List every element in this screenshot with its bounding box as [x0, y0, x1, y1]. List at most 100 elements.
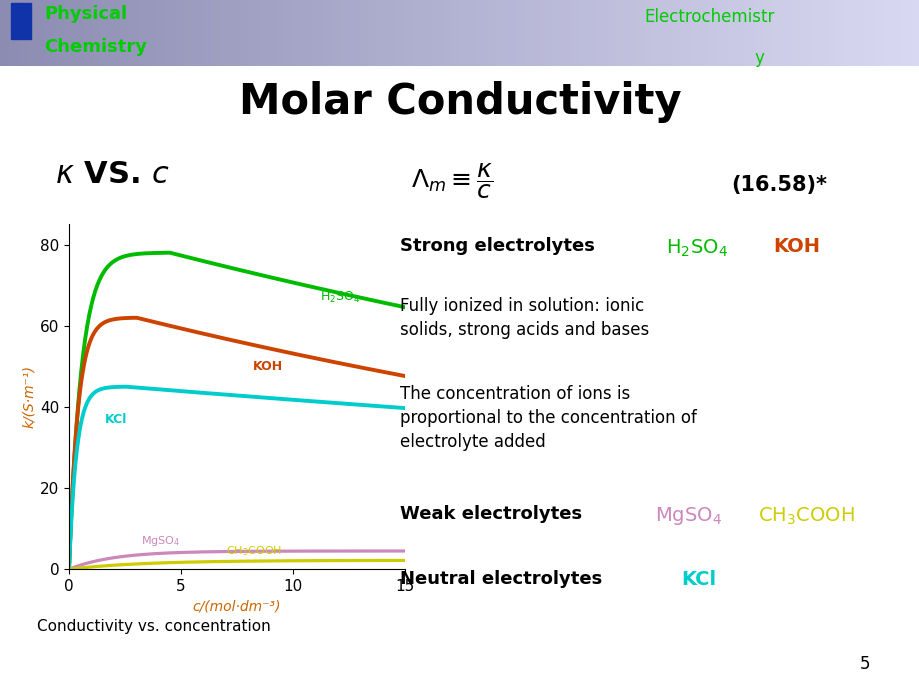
Text: $\Lambda_m \equiv \dfrac{\kappa}{c}$: $\Lambda_m \equiv \dfrac{\kappa}{c}$ — [410, 161, 493, 201]
Bar — [790, 0, 800, 66]
Bar — [377, 0, 387, 66]
Bar — [119, 0, 130, 66]
Y-axis label: k/(S·m⁻¹): k/(S·m⁻¹) — [22, 365, 36, 428]
Bar — [818, 0, 828, 66]
Bar — [551, 0, 562, 66]
Bar — [579, 0, 589, 66]
Bar — [404, 0, 414, 66]
Bar — [294, 0, 304, 66]
Bar — [138, 0, 148, 66]
X-axis label: c/(mol·dm⁻³): c/(mol·dm⁻³) — [192, 600, 281, 613]
Bar — [643, 0, 653, 66]
Bar — [221, 0, 231, 66]
Bar — [496, 0, 506, 66]
Text: KOH: KOH — [253, 360, 282, 373]
Bar — [64, 0, 74, 66]
Text: Neutral electrolytes: Neutral electrolytes — [400, 569, 602, 587]
Bar — [312, 0, 323, 66]
Bar — [386, 0, 396, 66]
Bar — [239, 0, 249, 66]
Bar — [910, 0, 919, 66]
Bar — [129, 0, 139, 66]
Bar — [202, 0, 212, 66]
Bar — [193, 0, 203, 66]
Bar — [671, 0, 681, 66]
Text: $\mathrm{CH_3COOH}$: $\mathrm{CH_3COOH}$ — [225, 544, 281, 558]
Bar — [331, 0, 341, 66]
Bar — [845, 0, 856, 66]
Bar — [588, 0, 598, 66]
Bar — [717, 0, 727, 66]
Bar — [92, 0, 102, 66]
Text: Electrochemistr: Electrochemistr — [643, 8, 774, 26]
Bar — [248, 0, 258, 66]
Text: $\mathrm{H_2SO_4}$: $\mathrm{H_2SO_4}$ — [665, 237, 727, 259]
Bar — [110, 0, 120, 66]
Bar — [735, 0, 745, 66]
Bar — [0, 0, 10, 66]
Bar — [11, 3, 31, 39]
Bar — [524, 0, 534, 66]
Bar — [689, 0, 699, 66]
Text: Weak electrolytes: Weak electrolytes — [400, 506, 582, 524]
Bar — [414, 0, 424, 66]
Text: y: y — [754, 49, 764, 67]
Bar — [515, 0, 525, 66]
Bar — [680, 0, 690, 66]
Text: $\mathit{\kappa}$ VS. $\mathit{c}$: $\mathit{\kappa}$ VS. $\mathit{c}$ — [55, 159, 170, 189]
Bar — [772, 0, 782, 66]
Bar — [542, 0, 552, 66]
Bar — [781, 0, 791, 66]
Bar — [83, 0, 93, 66]
Bar — [28, 0, 38, 66]
Bar — [303, 0, 313, 66]
Text: Fully ionized in solution: ionic
solids, strong acids and bases: Fully ionized in solution: ionic solids,… — [400, 297, 649, 339]
Bar — [267, 0, 277, 66]
Text: $\mathrm{CH_3COOH}$: $\mathrm{CH_3COOH}$ — [757, 506, 854, 526]
Text: Physical: Physical — [44, 6, 127, 23]
Bar — [358, 0, 369, 66]
Bar — [487, 0, 497, 66]
Bar — [754, 0, 764, 66]
Bar — [37, 0, 47, 66]
Text: The concentration of ions is
proportional to the concentration of
electrolyte ad: The concentration of ions is proportiona… — [400, 386, 697, 451]
Bar — [46, 0, 56, 66]
Bar — [478, 0, 488, 66]
Text: $\mathrm{MgSO_4}$: $\mathrm{MgSO_4}$ — [141, 534, 179, 548]
Bar — [18, 0, 28, 66]
Bar — [395, 0, 405, 66]
Bar — [156, 0, 166, 66]
Bar — [763, 0, 773, 66]
Bar — [276, 0, 286, 66]
Text: KCl: KCl — [105, 413, 127, 426]
Text: Chemistry: Chemistry — [44, 38, 147, 56]
Bar — [340, 0, 350, 66]
Bar — [625, 0, 635, 66]
Bar — [662, 0, 672, 66]
Bar — [460, 0, 470, 66]
Bar — [285, 0, 295, 66]
Bar — [744, 0, 754, 66]
Text: $\mathrm{MgSO_4}$: $\mathrm{MgSO_4}$ — [654, 506, 721, 527]
Bar — [349, 0, 359, 66]
Bar — [708, 0, 718, 66]
Bar — [230, 0, 240, 66]
Bar — [211, 0, 221, 66]
Bar — [873, 0, 883, 66]
Text: $\mathrm{H_2SO_4}$: $\mathrm{H_2SO_4}$ — [320, 290, 359, 306]
Bar — [561, 0, 571, 66]
Text: Strong electrolytes: Strong electrolytes — [400, 237, 595, 255]
Text: 5: 5 — [858, 655, 869, 673]
Bar — [616, 0, 626, 66]
Bar — [855, 0, 865, 66]
Bar — [597, 0, 607, 66]
Bar — [698, 0, 709, 66]
Bar — [423, 0, 433, 66]
Bar — [505, 0, 516, 66]
Bar — [469, 0, 479, 66]
Bar — [450, 0, 460, 66]
Bar — [726, 0, 736, 66]
Bar — [882, 0, 892, 66]
Bar — [184, 0, 194, 66]
Bar — [55, 0, 65, 66]
